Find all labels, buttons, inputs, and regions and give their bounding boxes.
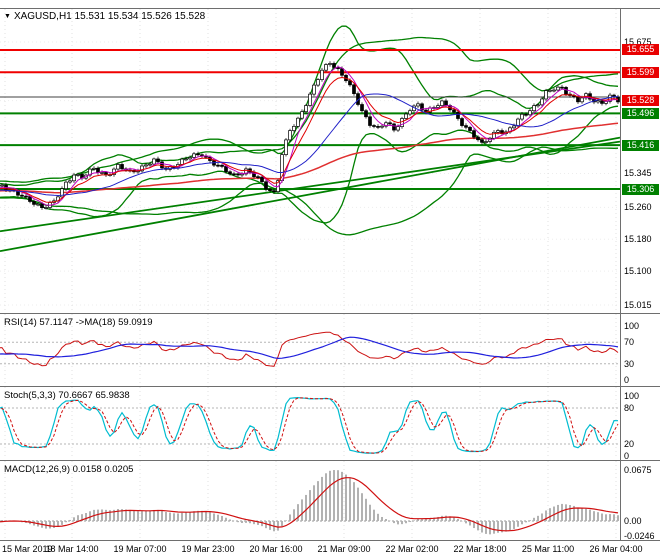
price-level-label-15306: 15.306: [622, 183, 659, 195]
time-axis-label: 26 Mar 04:00: [589, 544, 643, 554]
macd-axis-label: 0.0675: [624, 465, 652, 476]
macd-axis-label: -0.0246: [624, 531, 655, 541]
stochastic-axis-label: 80: [624, 403, 635, 413]
rsi-axis-label: 0: [624, 375, 630, 385]
time-axis[interactable]: 15 Mar 2019 18 Mar 14:00 19 Mar 07:00 19 Ma…: [0, 542, 660, 559]
price-level-label-15599: 15.599: [622, 66, 659, 78]
price-axis-label: 15.100: [624, 266, 652, 277]
stochastic-indicator-label: Stoch(5,3,3) 70.6667 65.9838: [4, 390, 130, 401]
stochastic-axis-label: 100: [624, 391, 640, 401]
price-axis-label: 15.675: [624, 37, 652, 47]
time-axis-label: 15 Mar 2019: [2, 544, 53, 554]
time-axis-label: 25 Mar 11:00: [521, 544, 575, 554]
time-axis-label: 18 Mar 14:00: [45, 544, 99, 554]
rsi-axis-label: 70: [624, 337, 635, 348]
price-level-label-15496: 15.496: [622, 107, 659, 119]
main-price-chart-area[interactable]: [0, 8, 620, 313]
time-axis-label: 19 Mar 23:00: [181, 544, 235, 554]
macd-indicator-label: MACD(12,26,9) 0.0158 0.0205: [4, 464, 134, 475]
time-axis-label: 22 Mar 18:00: [453, 544, 507, 554]
stochastic-axis-label: 0: [624, 451, 630, 461]
chart-dropdown-icon: ▼: [4, 13, 11, 20]
rsi-axis-label: 30: [624, 358, 635, 369]
price-axis-label: 15.180: [624, 234, 652, 245]
stochastic-axis-label: 20: [624, 439, 635, 449]
chart-title: ▼ XAGUSD,H1 15.531 15.534 15.526 15.528: [4, 11, 205, 22]
rsi-axis-label: 100: [624, 321, 640, 331]
price-level-label-15416: 15.416: [622, 139, 659, 151]
price-axis[interactable]: 15.675 15.655 15.599 15.528 15.496 15.416 15.3…: [621, 0, 660, 541]
chart-title-text: XAGUSD,H1 15.531 15.534 15.526 15.528: [13, 11, 206, 22]
macd-axis-label: 0.00: [624, 516, 642, 526]
time-axis-label: 20 Mar 16:00: [249, 544, 303, 554]
time-axis-label: 19 Mar 07:00: [113, 544, 167, 554]
time-axis-label: 22 Mar 02:00: [385, 544, 439, 554]
time-axis-label: 21 Mar 09:00: [317, 544, 371, 554]
price-level-label-15655: 15.655: [622, 44, 659, 56]
price-axis-label: 15.260: [624, 202, 652, 213]
price-level-label-15528: 15.528: [622, 95, 659, 107]
price-axis-label: 15.345: [624, 168, 652, 179]
price-axis-label: 15.015: [624, 299, 652, 310]
rsi-indicator-label: RSI(14) 57.1147 ->MA(18) 59.0919: [4, 317, 153, 328]
